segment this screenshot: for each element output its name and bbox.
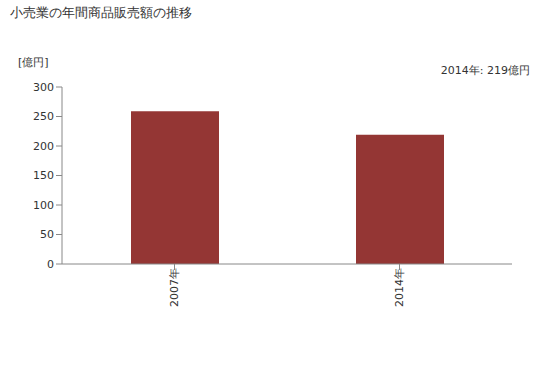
svg-text:300: 300: [33, 81, 54, 94]
html-text:2014年: 219億円: 2014年: 219億円: [440, 64, 530, 77]
svg-text:200: 200: [33, 140, 54, 153]
svg-text:0: 0: [47, 258, 54, 271]
svg-text:150: 150: [33, 169, 54, 182]
svg-text:50: 50: [40, 228, 54, 241]
svg-text:2014年: 2014年: [393, 268, 406, 307]
svg-text:100: 100: [33, 199, 54, 212]
html-text:[億円]: [億円]: [18, 56, 49, 69]
svg-text:2007年: 2007年: [168, 268, 181, 307]
svg-text:250: 250: [33, 110, 54, 123]
html-text:小売業の年間商品販売額の推移: 小売業の年間商品販売額の推移: [10, 5, 192, 20]
